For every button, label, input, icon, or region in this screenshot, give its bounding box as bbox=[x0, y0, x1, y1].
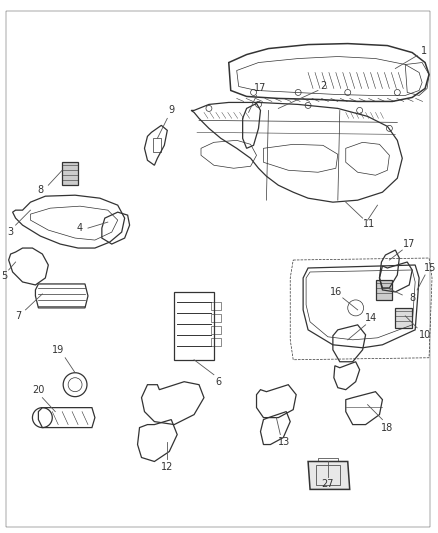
Text: 27: 27 bbox=[321, 479, 334, 489]
Text: 20: 20 bbox=[32, 385, 45, 394]
Text: 18: 18 bbox=[381, 423, 393, 433]
Text: 13: 13 bbox=[278, 437, 290, 447]
Text: 14: 14 bbox=[365, 313, 378, 323]
Polygon shape bbox=[375, 280, 392, 300]
Text: 19: 19 bbox=[52, 345, 64, 355]
Text: 12: 12 bbox=[161, 463, 173, 472]
Text: 11: 11 bbox=[364, 219, 376, 229]
Text: 4: 4 bbox=[77, 223, 83, 233]
Polygon shape bbox=[308, 462, 350, 489]
Text: 8: 8 bbox=[37, 185, 43, 195]
Text: 17: 17 bbox=[254, 84, 267, 93]
Text: 16: 16 bbox=[330, 287, 342, 297]
Text: 6: 6 bbox=[216, 377, 222, 387]
Text: 5: 5 bbox=[2, 271, 8, 281]
Text: 10: 10 bbox=[419, 330, 431, 340]
Polygon shape bbox=[396, 308, 412, 328]
Text: 8: 8 bbox=[409, 293, 415, 303]
Text: 15: 15 bbox=[424, 263, 436, 273]
Text: 3: 3 bbox=[7, 227, 14, 237]
Text: 2: 2 bbox=[320, 82, 326, 92]
Text: 1: 1 bbox=[421, 45, 427, 55]
Text: 7: 7 bbox=[15, 311, 22, 321]
Polygon shape bbox=[62, 162, 78, 185]
Text: 9: 9 bbox=[168, 106, 174, 116]
Text: 17: 17 bbox=[403, 239, 415, 249]
